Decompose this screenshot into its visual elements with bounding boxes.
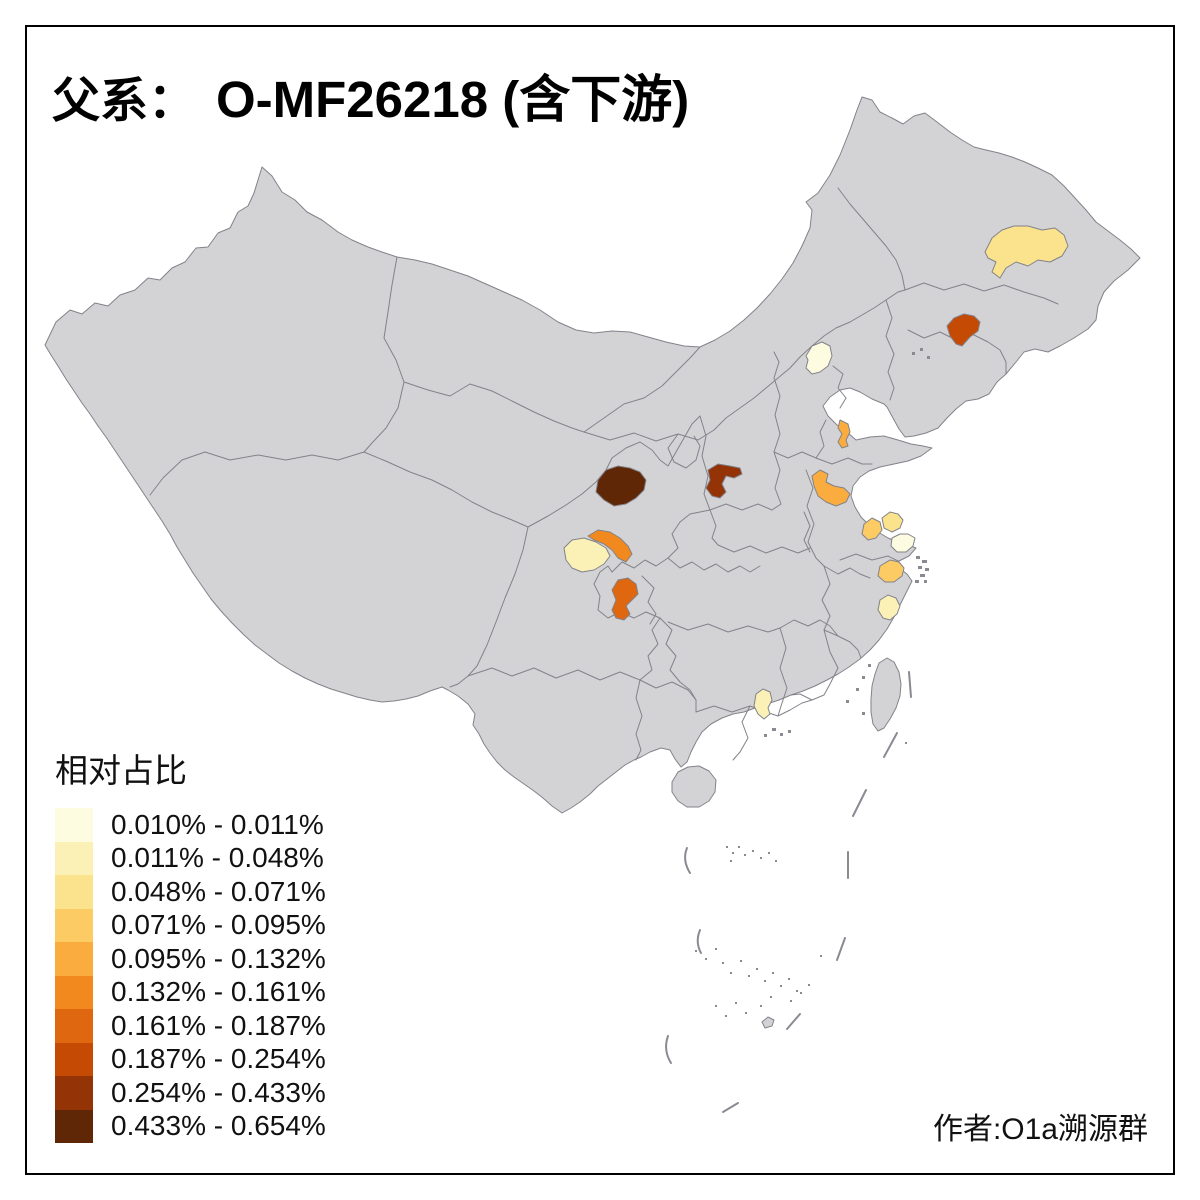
legend-label: 0.011% - 0.048% bbox=[111, 842, 324, 874]
legend-row: 0.048% - 0.071% bbox=[55, 875, 326, 909]
legend-swatch bbox=[55, 942, 93, 976]
hainan-island bbox=[671, 765, 717, 808]
legend-swatch bbox=[55, 1109, 93, 1143]
legend-label: 0.071% - 0.095% bbox=[111, 909, 326, 941]
legend-label: 0.010% - 0.011% bbox=[111, 808, 324, 840]
legend-swatch bbox=[55, 841, 93, 875]
region-sichuan-chengdu-patch bbox=[595, 465, 647, 507]
legend-swatch bbox=[55, 975, 93, 1009]
region-jiangsu-mid-patch bbox=[861, 517, 883, 541]
legend-swatch bbox=[55, 908, 93, 942]
highlighted-regions bbox=[563, 225, 1069, 720]
legend-row: 0.132% - 0.161% bbox=[55, 975, 326, 1009]
legend-row: 0.433% - 0.654% bbox=[55, 1109, 326, 1143]
region-chongqing-south-patch bbox=[611, 577, 639, 621]
region-shanghai-area-patch bbox=[890, 533, 916, 553]
province-borders bbox=[149, 187, 1059, 761]
legend-row: 0.011% - 0.048% bbox=[55, 841, 326, 875]
legend-label: 0.132% - 0.161% bbox=[111, 976, 326, 1008]
legend-swatch bbox=[55, 1042, 93, 1076]
region-northeast-heilongjiang-patch bbox=[984, 225, 1069, 279]
author-credit: 作者:O1a溯源群 bbox=[932, 1113, 1148, 1146]
legend-row: 0.071% - 0.095% bbox=[55, 908, 326, 942]
legend-label: 0.048% - 0.071% bbox=[111, 875, 326, 907]
region-shandong-patch bbox=[837, 419, 851, 449]
legend-swatch bbox=[55, 808, 93, 842]
page-title: 父系： O-MF26218 (含下游) bbox=[52, 58, 689, 132]
legend-swatch bbox=[55, 875, 93, 909]
region-sichuan-south-pale-patch bbox=[563, 537, 611, 573]
legend-rows: 0.010% - 0.011% 0.011% - 0.048% 0.048% - 0… bbox=[55, 808, 326, 1143]
region-jiangsu-north-patch bbox=[811, 469, 851, 507]
legend-row: 0.095% - 0.132% bbox=[55, 942, 326, 976]
region-jiangsu-east-patch bbox=[881, 511, 904, 533]
legend-row: 0.187% - 0.254% bbox=[55, 1042, 326, 1076]
legend-row: 0.161% - 0.187% bbox=[55, 1009, 326, 1043]
title-main: O-MF26218 (含下游) bbox=[216, 71, 690, 128]
legend-label: 0.161% - 0.187% bbox=[111, 1009, 326, 1041]
region-sichuan-south-orange-patch bbox=[587, 529, 633, 563]
legend-swatch bbox=[55, 1009, 93, 1043]
legend-label: 0.095% - 0.132% bbox=[111, 942, 326, 974]
region-hangzhou-patch bbox=[877, 559, 905, 583]
legend: 相对占比 0.010% - 0.011% 0.011% - 0.048% 0.048… bbox=[55, 744, 326, 1143]
legend-row: 0.254% - 0.433% bbox=[55, 1076, 326, 1110]
legend-label: 0.187% - 0.254% bbox=[111, 1043, 326, 1075]
nine-dash-line bbox=[665, 671, 912, 1113]
title-prefix: 父系： bbox=[52, 75, 197, 128]
region-northeast-jilin-patch bbox=[946, 313, 981, 347]
region-zhejiang-coast-patch bbox=[877, 594, 901, 621]
region-shanxi-south-patch bbox=[705, 463, 743, 499]
legend-label: 0.254% - 0.433% bbox=[111, 1076, 326, 1108]
spratly-larger-islet bbox=[761, 1016, 775, 1029]
mainland-china-shape bbox=[44, 96, 1141, 814]
legend-label: 0.433% - 0.654% bbox=[111, 1110, 326, 1142]
taiwan-island bbox=[870, 657, 902, 732]
legend-swatch bbox=[55, 1076, 93, 1110]
legend-title: 相对占比 bbox=[55, 752, 187, 789]
island-specks bbox=[695, 348, 930, 1017]
legend-row: 0.010% - 0.011% bbox=[55, 808, 326, 842]
region-guangdong-patch bbox=[753, 688, 773, 720]
region-beijing-patch bbox=[805, 341, 833, 375]
